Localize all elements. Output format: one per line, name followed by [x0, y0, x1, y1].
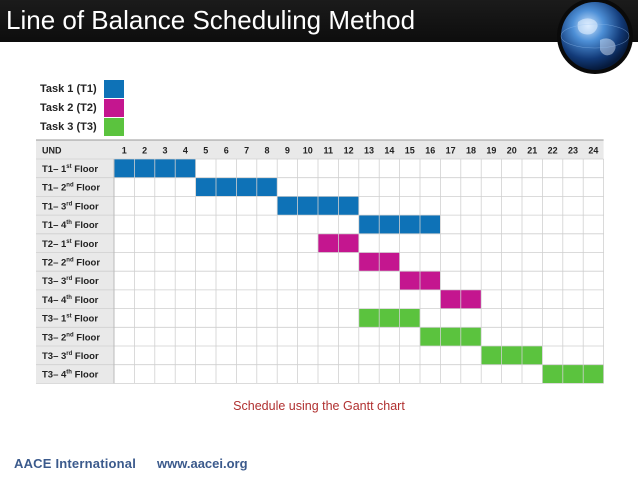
- column-label: 12: [344, 146, 354, 156]
- row-label-band: [36, 196, 114, 216]
- legend-label: Task 2 (T2): [40, 102, 97, 114]
- task-cell: [318, 196, 339, 216]
- task-cell: [236, 177, 257, 197]
- column-label: 15: [405, 146, 415, 156]
- task-cell: [338, 196, 359, 216]
- column-label: 5: [203, 146, 208, 156]
- column-label: 2: [142, 146, 147, 156]
- task-cell: [175, 159, 196, 178]
- task-cell: [399, 215, 420, 234]
- row-label-band: [36, 271, 114, 290]
- task-cell: [542, 364, 563, 384]
- task-cell: [583, 364, 604, 384]
- legend-swatch: [104, 99, 124, 117]
- footer-url: www.aacei.org: [157, 456, 248, 471]
- task-cell: [420, 271, 441, 290]
- column-label: 11: [323, 146, 333, 156]
- row-label-band: [36, 159, 114, 178]
- task-cell: [399, 308, 420, 328]
- task-cell: [134, 159, 155, 178]
- column-label: 24: [588, 146, 598, 156]
- task-cell: [358, 215, 380, 234]
- slide-title: Line of Balance Scheduling Method: [6, 5, 416, 35]
- column-label: 21: [527, 146, 537, 156]
- task-cell: [522, 346, 543, 365]
- row-label: T1– 2nd Floor: [42, 183, 100, 194]
- column-label: 8: [264, 146, 269, 156]
- task-cell: [318, 233, 339, 253]
- column-label: 7: [244, 146, 249, 156]
- legend-label: Task 3 (T3): [40, 121, 97, 133]
- row-label: T3– 2nd Floor: [42, 332, 100, 343]
- task-cell: [460, 289, 482, 309]
- row-label: T1– 4th Floor: [42, 220, 99, 231]
- row-label-band: [36, 233, 114, 253]
- row-label: T1– 3rd Floor: [42, 201, 99, 212]
- task-cell: [420, 327, 441, 346]
- task-cell: [358, 252, 380, 272]
- task-cell: [338, 233, 359, 253]
- task-cell: [440, 327, 461, 346]
- task-cell: [114, 159, 135, 178]
- header-label: UND: [42, 146, 62, 156]
- task-cell: [379, 215, 400, 234]
- column-label: 19: [486, 146, 496, 156]
- legend-swatch: [104, 118, 124, 136]
- row-label-band: [36, 308, 114, 328]
- row-label-band: [36, 252, 114, 272]
- task-cell: [481, 346, 502, 365]
- row-label: T4– 4th Floor: [42, 295, 99, 306]
- task-cell: [420, 215, 441, 234]
- task-cell: [501, 346, 522, 365]
- task-cell: [297, 196, 318, 216]
- legend-label: Task 1 (T1): [40, 83, 97, 95]
- row-label: T3– 1st Floor: [42, 314, 98, 325]
- chart-caption: Schedule using the Gantt chart: [233, 399, 405, 413]
- column-label: 14: [384, 146, 394, 156]
- slide-header: Line of Balance Scheduling Method: [0, 0, 638, 42]
- row-label: T3– 4th Floor: [42, 370, 99, 381]
- column-label: 13: [364, 146, 374, 156]
- row-label-band: [36, 215, 114, 234]
- globe-icon: [557, 0, 633, 74]
- row-label-band: [36, 327, 114, 346]
- task-cell: [399, 271, 420, 290]
- column-label: 1: [122, 146, 127, 156]
- column-label: 9: [285, 146, 290, 156]
- footer-org: AACE International: [14, 456, 137, 471]
- row-label: T3– 3rd Floor: [42, 276, 99, 287]
- task-cell: [277, 196, 298, 216]
- column-label: 22: [548, 146, 558, 156]
- row-label: T1– 1st Floor: [42, 164, 98, 175]
- column-label: 10: [303, 146, 313, 156]
- task-cell: [379, 252, 400, 272]
- task-cell: [216, 177, 237, 197]
- legend-swatch: [104, 80, 124, 98]
- task-cell: [195, 177, 216, 197]
- header-band: [36, 140, 604, 159]
- column-label: 23: [568, 146, 578, 156]
- column-label: 20: [507, 146, 517, 156]
- row-label-band: [36, 364, 114, 384]
- column-label: 4: [183, 146, 188, 156]
- column-label: 17: [446, 146, 456, 156]
- row-label: T2– 1st Floor: [42, 239, 98, 250]
- column-label: 3: [162, 146, 167, 156]
- row-label: T3– 3rd Floor: [42, 351, 99, 362]
- task-cell: [358, 308, 380, 328]
- task-cell: [379, 308, 400, 328]
- task-cell: [256, 177, 278, 197]
- row-label-band: [36, 346, 114, 365]
- row-label: T2– 2nd Floor: [42, 258, 100, 269]
- task-cell: [154, 159, 176, 178]
- task-cell: [440, 289, 461, 309]
- row-label-band: [36, 177, 114, 197]
- column-label: 18: [466, 146, 476, 156]
- task-cell: [460, 327, 482, 346]
- column-label: 6: [224, 146, 229, 156]
- row-label-band: [36, 289, 114, 309]
- task-cell: [562, 364, 584, 384]
- column-label: 16: [425, 146, 435, 156]
